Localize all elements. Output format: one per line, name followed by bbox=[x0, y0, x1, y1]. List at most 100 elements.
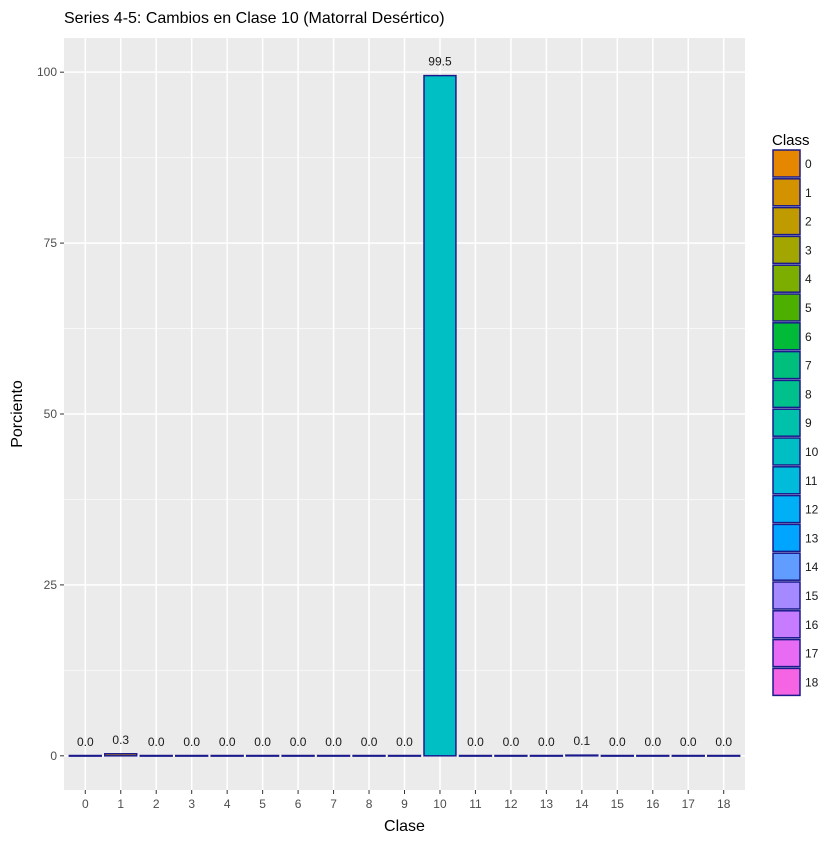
data-label: 0.0 bbox=[538, 735, 555, 749]
data-label: 0.0 bbox=[396, 735, 413, 749]
data-label: 0.0 bbox=[183, 735, 200, 749]
bar-class-3 bbox=[174, 754, 209, 757]
data-label: 0.0 bbox=[609, 735, 626, 749]
data-label: 0.0 bbox=[503, 735, 520, 749]
data-label: 0.0 bbox=[148, 735, 165, 749]
x-tick-label: 4 bbox=[224, 797, 231, 811]
legend-swatch bbox=[772, 638, 801, 668]
x-tick-label: 8 bbox=[366, 797, 373, 811]
bar-class-5 bbox=[245, 754, 280, 757]
legend-label: 14 bbox=[805, 560, 819, 574]
x-tick-label: 14 bbox=[575, 797, 589, 811]
legend-label: 12 bbox=[805, 503, 819, 517]
y-axis-title: Porciento bbox=[9, 380, 26, 448]
y-tick-label: 25 bbox=[44, 578, 58, 592]
data-label: 0.0 bbox=[361, 735, 378, 749]
x-tick-label: 16 bbox=[646, 797, 660, 811]
y-tick-label: 75 bbox=[44, 236, 58, 250]
data-label: 0.0 bbox=[254, 735, 271, 749]
x-tick-label: 12 bbox=[504, 797, 518, 811]
legend-swatch bbox=[772, 264, 801, 293]
legend-swatch bbox=[772, 437, 801, 466]
bar-class-0 bbox=[68, 754, 102, 757]
data-label: 0.0 bbox=[290, 735, 307, 749]
x-tick-label: 5 bbox=[259, 797, 266, 811]
data-label: 0.0 bbox=[680, 735, 697, 749]
legend-swatch bbox=[772, 293, 801, 322]
legend-label: 2 bbox=[805, 215, 812, 229]
data-label: 0.0 bbox=[644, 735, 661, 749]
legend-swatch bbox=[772, 379, 801, 409]
x-tick-label: 3 bbox=[188, 797, 195, 811]
x-tick-label: 13 bbox=[540, 797, 554, 811]
data-label: 0.1 bbox=[574, 734, 591, 748]
x-tick-label: 1 bbox=[117, 797, 124, 811]
bar-class-10 bbox=[423, 74, 457, 757]
x-axis-title: Clase bbox=[384, 818, 425, 835]
x-tick-label: 2 bbox=[153, 797, 160, 811]
legend-swatch bbox=[772, 494, 801, 524]
legend-swatch bbox=[772, 552, 801, 581]
legend-swatch bbox=[772, 523, 801, 553]
bar-class-2 bbox=[139, 754, 173, 757]
bar-class-15 bbox=[600, 754, 635, 757]
bar-class-11 bbox=[458, 754, 493, 757]
legend-label: 11 bbox=[805, 474, 818, 488]
legend-label: 13 bbox=[805, 531, 819, 545]
legend-label: 3 bbox=[805, 243, 812, 257]
bar-class-8 bbox=[352, 754, 386, 757]
legend-label: 4 bbox=[805, 272, 812, 286]
legend-title: Class bbox=[772, 132, 810, 149]
legend-swatch bbox=[772, 149, 801, 178]
x-tick-label: 0 bbox=[82, 797, 89, 811]
legend-swatch bbox=[772, 235, 801, 265]
legend-swatch bbox=[772, 667, 801, 697]
x-tick-label: 17 bbox=[682, 797, 696, 811]
legend-label: 5 bbox=[805, 301, 812, 315]
bar-class-17 bbox=[671, 754, 705, 757]
legend-swatch bbox=[772, 206, 801, 236]
legend-label: 9 bbox=[805, 416, 812, 430]
x-tick-label: 7 bbox=[330, 797, 337, 811]
bar-class-14 bbox=[565, 754, 599, 757]
legend-label: 15 bbox=[805, 589, 819, 603]
legend-swatch bbox=[772, 466, 801, 495]
bar-class-7 bbox=[316, 754, 351, 757]
legend-swatch bbox=[772, 581, 801, 610]
legend-swatch bbox=[772, 322, 801, 351]
legend-label: 7 bbox=[805, 359, 812, 373]
bar-class-6 bbox=[281, 754, 315, 757]
legend-label: 8 bbox=[805, 387, 812, 401]
data-label: 0.0 bbox=[715, 735, 732, 749]
data-label: 0.0 bbox=[467, 735, 484, 749]
bars bbox=[68, 74, 741, 757]
x-tick-label: 9 bbox=[401, 797, 408, 811]
y-tick-label: 0 bbox=[50, 749, 57, 763]
x-tick-label: 15 bbox=[611, 797, 625, 811]
data-label: 0.3 bbox=[112, 733, 129, 747]
bar-class-13 bbox=[529, 754, 564, 757]
data-label: 0.0 bbox=[219, 735, 236, 749]
legend-swatch bbox=[772, 350, 801, 380]
y-tick-label: 50 bbox=[44, 407, 58, 421]
legend-label: 1 bbox=[805, 186, 812, 200]
legend-label: 6 bbox=[805, 330, 812, 344]
x-tick-label: 18 bbox=[717, 797, 731, 811]
x-tick-label: 6 bbox=[295, 797, 302, 811]
legend-label: 18 bbox=[805, 675, 819, 689]
legend-label: 0 bbox=[805, 157, 812, 171]
data-labels: 0.0 0.3 0.0 0.0 0.0 0.0 0.0 0.0 0.0 0.0 99.5 0.0 0.0… bbox=[77, 55, 732, 749]
chart-title: Series 4-5: Cambios en Clase 10 (Matorra… bbox=[64, 10, 445, 27]
data-label: 0.0 bbox=[325, 735, 342, 749]
bar-class-16 bbox=[636, 754, 670, 757]
bar-class-4 bbox=[210, 754, 244, 757]
bar-class-9 bbox=[387, 754, 422, 757]
bar-class-12 bbox=[494, 754, 528, 757]
x-tick-label: 10 bbox=[433, 797, 447, 811]
bar-class-1 bbox=[104, 753, 138, 757]
